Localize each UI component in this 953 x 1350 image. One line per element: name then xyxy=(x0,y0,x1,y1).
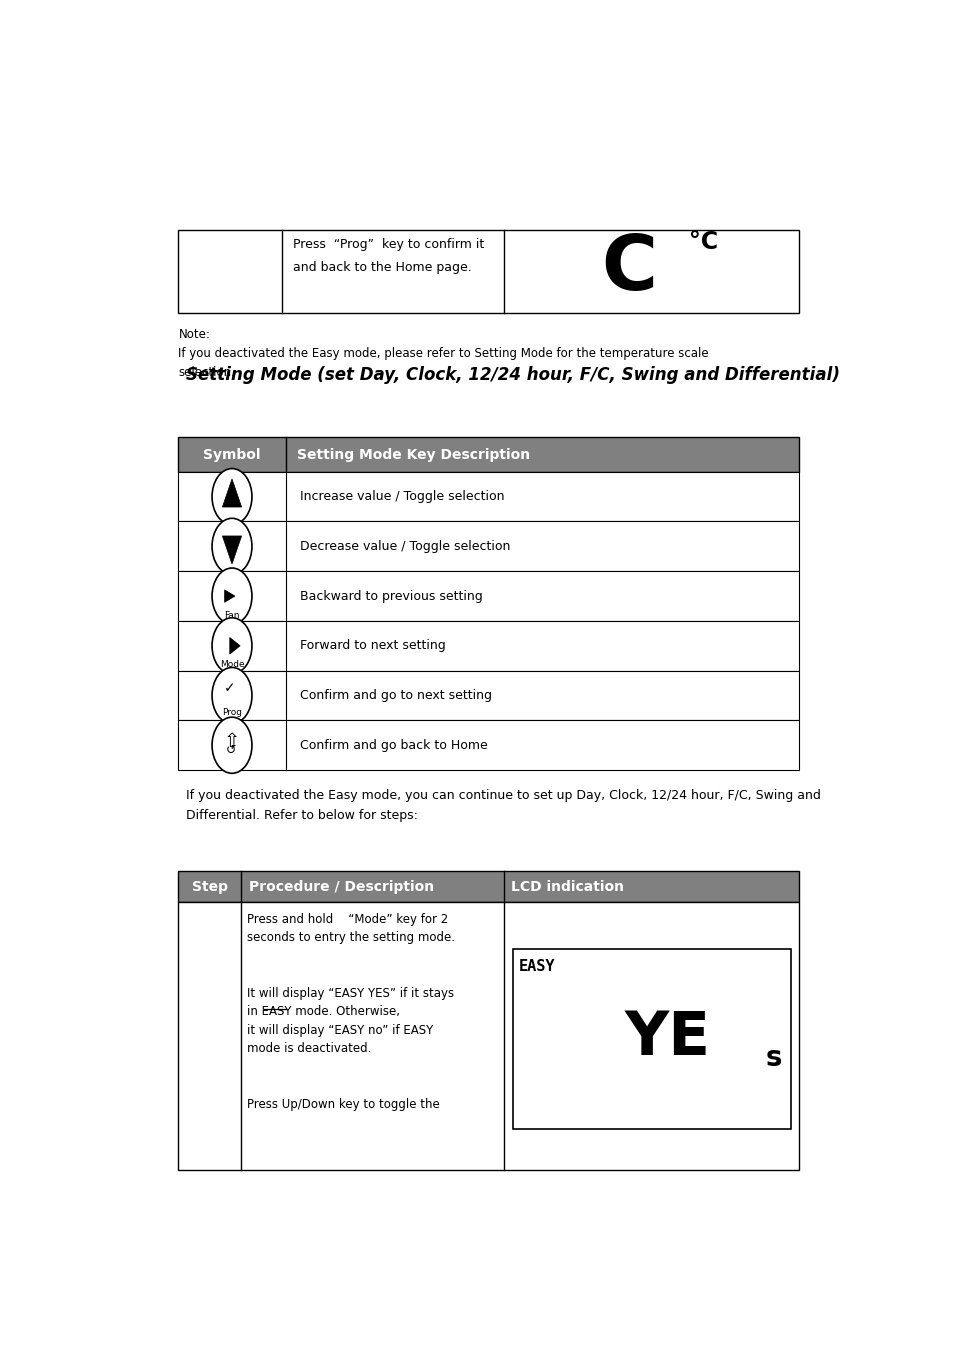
Text: Step: Step xyxy=(192,880,228,894)
Text: Decrease value / Toggle selection: Decrease value / Toggle selection xyxy=(300,540,510,553)
Text: Confirm and go back to Home: Confirm and go back to Home xyxy=(300,738,488,752)
Polygon shape xyxy=(222,536,241,564)
Text: s: s xyxy=(765,1044,781,1072)
Polygon shape xyxy=(230,637,240,655)
Text: ↺: ↺ xyxy=(225,744,235,757)
Text: ⇧: ⇧ xyxy=(224,732,240,751)
Bar xyxy=(178,230,799,313)
Text: Backward to previous setting: Backward to previous setting xyxy=(300,590,482,602)
Text: Forward to next setting: Forward to next setting xyxy=(300,640,446,652)
Text: °C: °C xyxy=(688,230,718,254)
Bar xyxy=(178,671,799,721)
Text: Setting Mode (set Day, Clock, 12/24 hour, F/C, Swing and Differential): Setting Mode (set Day, Clock, 12/24 hour… xyxy=(186,366,839,385)
Text: Confirm and go to next setting: Confirm and go to next setting xyxy=(300,688,492,702)
Text: Prog: Prog xyxy=(222,707,242,717)
Text: Press and hold    “Mode” key for 2
seconds to entry the setting mode.


It will : Press and hold “Mode” key for 2 seconds … xyxy=(247,913,455,1111)
Bar xyxy=(178,871,799,902)
Circle shape xyxy=(212,468,252,525)
Circle shape xyxy=(212,667,252,724)
Text: Increase value / Toggle selection: Increase value / Toggle selection xyxy=(300,490,504,504)
Text: Mode: Mode xyxy=(219,660,244,670)
Text: Note:
If you deactivated the Easy mode, please refer to Setting Mode for the tem: Note: If you deactivated the Easy mode, … xyxy=(178,328,708,379)
Bar xyxy=(178,571,799,621)
Polygon shape xyxy=(222,479,241,508)
Bar xyxy=(178,621,799,671)
Circle shape xyxy=(212,568,252,624)
Circle shape xyxy=(212,518,252,574)
Bar xyxy=(512,949,790,1129)
Circle shape xyxy=(212,618,252,674)
Text: Setting Mode Key Description: Setting Mode Key Description xyxy=(296,448,529,462)
Bar xyxy=(178,521,799,571)
Polygon shape xyxy=(224,590,234,602)
Bar xyxy=(178,721,799,770)
Bar xyxy=(178,902,799,1170)
Circle shape xyxy=(212,717,252,774)
Text: ✓: ✓ xyxy=(224,682,235,695)
Bar xyxy=(178,471,799,521)
Bar xyxy=(178,437,799,471)
Text: Procedure / Description: Procedure / Description xyxy=(249,880,434,894)
Text: EASY: EASY xyxy=(518,960,555,975)
Text: Symbol: Symbol xyxy=(203,448,260,462)
Text: If you deactivated the Easy mode, you can continue to set up Day, Clock, 12/24 h: If you deactivated the Easy mode, you ca… xyxy=(186,788,820,822)
Text: C: C xyxy=(600,232,657,306)
Text: LCD indication: LCD indication xyxy=(511,880,623,894)
Text: YE: YE xyxy=(624,1010,710,1068)
Text: Fan: Fan xyxy=(224,610,239,620)
Text: Press  “Prog”  key to confirm it
and back to the Home page.: Press “Prog” key to confirm it and back … xyxy=(293,238,484,274)
